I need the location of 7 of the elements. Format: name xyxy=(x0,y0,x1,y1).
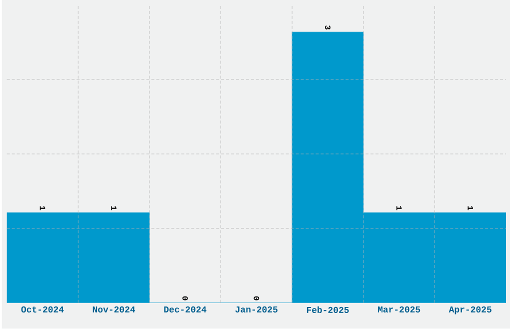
x-tick-label: Jan-2025 xyxy=(235,306,278,313)
x-tick-label: Nov-2024 xyxy=(92,306,136,313)
x-tick-label: Feb-2025 xyxy=(306,306,349,314)
x-tick-label: Dec-2024 xyxy=(164,306,206,313)
x-tick-label: Apr-2025 xyxy=(448,306,492,314)
x-tick-label: Mar-2025 xyxy=(378,306,420,313)
x-tick-label: Oct-2024 xyxy=(21,306,64,313)
